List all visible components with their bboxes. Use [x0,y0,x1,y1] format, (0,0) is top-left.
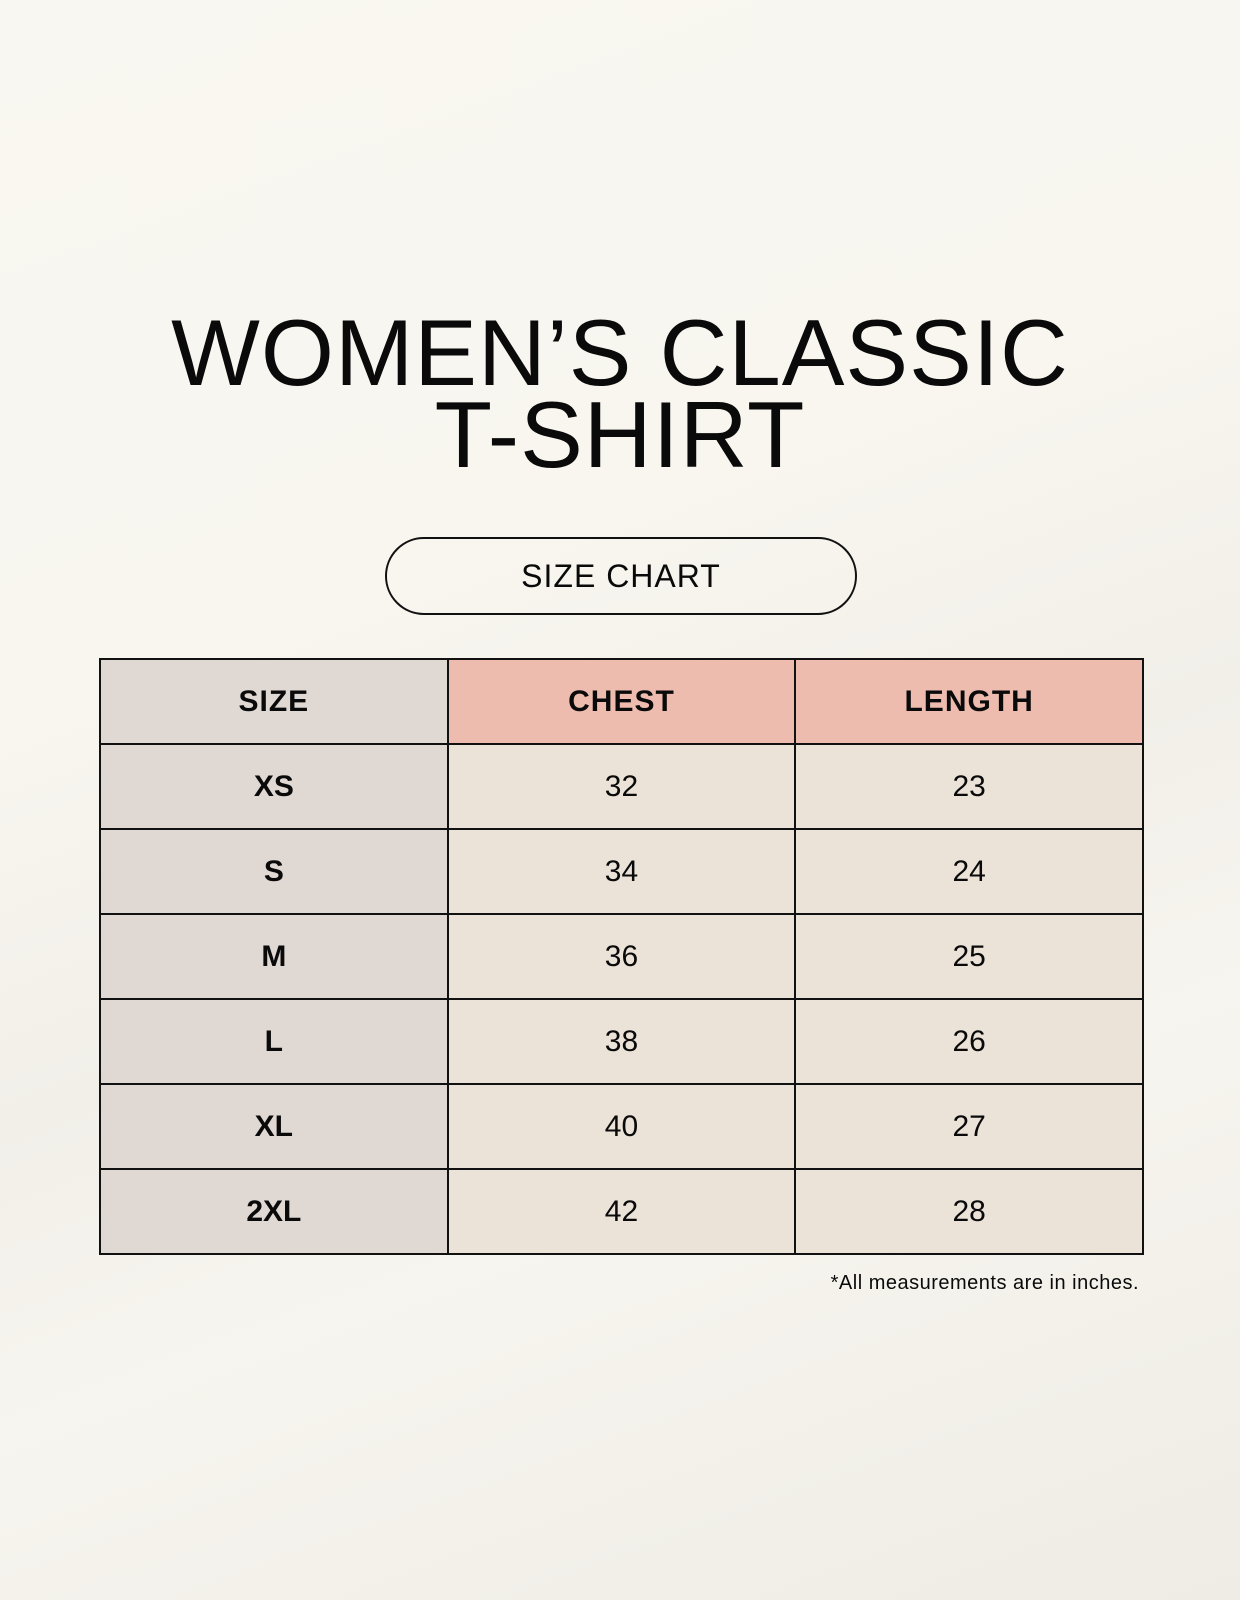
cell-length: 23 [794,743,1144,830]
cell-length: 26 [794,998,1144,1085]
table-row: XS 32 23 [99,743,1144,830]
footnote: *All measurements are in inches. [830,1272,1139,1294]
cell-length: 24 [794,828,1144,915]
cell-size: L [99,998,449,1085]
table-row: M 36 25 [99,913,1144,1000]
cell-chest: 34 [446,828,797,915]
header-chest: CHEST [446,658,797,745]
cell-chest: 42 [446,1168,797,1255]
cell-chest: 40 [446,1083,797,1170]
table-row: 2XL 42 28 [99,1168,1144,1255]
cell-chest: 36 [446,913,797,1000]
table-row: XL 40 27 [99,1083,1144,1170]
title-line-1: WOMEN’S CLASSIC [171,300,1069,405]
cell-size: S [99,828,449,915]
cell-length: 28 [794,1168,1144,1255]
cell-size: 2XL [99,1168,449,1255]
cell-chest: 32 [446,743,797,830]
title-line-2: T-SHIRT [434,382,806,487]
header-size: SIZE [99,658,449,745]
size-chart-badge: SIZE CHART [385,537,857,615]
table-row: L 38 26 [99,998,1144,1085]
table-header-row: SIZE CHEST LENGTH [99,658,1144,745]
table-row: S 34 24 [99,828,1144,915]
cell-size: XL [99,1083,449,1170]
size-table: SIZE CHEST LENGTH XS 32 23 S 34 24 M 36 25 L 38 26 X… [99,658,1144,1255]
cell-size: M [99,913,449,1000]
cell-length: 25 [794,913,1144,1000]
cell-chest: 38 [446,998,797,1085]
header-length: LENGTH [794,658,1144,745]
cell-length: 27 [794,1083,1144,1170]
cell-size: XS [99,743,449,830]
page-title: WOMEN’S CLASSIC T-SHIRT [0,300,1240,487]
